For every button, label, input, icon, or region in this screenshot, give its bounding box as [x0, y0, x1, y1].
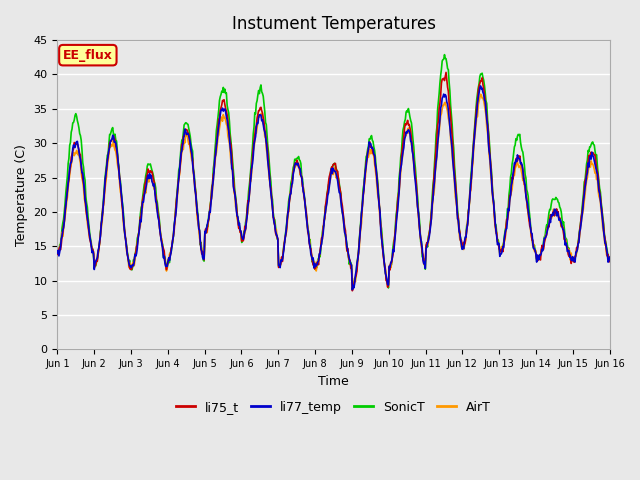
SonicT [401, 116, 409, 122]
li77_temp [418, 240, 426, 246]
SonicT [606, 258, 614, 264]
li77_temp [401, 134, 409, 140]
Line: AirT: AirT [58, 94, 610, 288]
li77_temp [120, 226, 128, 232]
li75_t [418, 241, 426, 247]
li75_t [63, 186, 71, 192]
AirT [349, 285, 357, 291]
SonicT [63, 173, 71, 179]
AirT [205, 210, 213, 216]
AirT [63, 194, 71, 200]
li77_temp [63, 189, 71, 194]
li75_t [120, 224, 128, 229]
Line: li77_temp: li77_temp [58, 86, 610, 290]
SonicT [441, 52, 449, 58]
SonicT [205, 208, 213, 214]
Line: SonicT: SonicT [58, 55, 610, 289]
li75_t [205, 211, 213, 216]
li75_t [442, 70, 450, 75]
Y-axis label: Temperature (C): Temperature (C) [15, 144, 28, 246]
li75_t [349, 288, 356, 294]
AirT [606, 256, 614, 262]
li77_temp [477, 83, 484, 89]
Legend: li75_t, li77_temp, SonicT, AirT: li75_t, li77_temp, SonicT, AirT [171, 396, 496, 419]
li77_temp [54, 251, 61, 256]
li77_temp [177, 159, 184, 165]
AirT [477, 91, 484, 97]
AirT [177, 164, 184, 169]
li75_t [606, 259, 614, 264]
li77_temp [205, 209, 213, 215]
li77_temp [606, 254, 614, 260]
Line: li75_t: li75_t [58, 72, 610, 291]
AirT [401, 132, 409, 138]
SonicT [120, 222, 128, 228]
SonicT [418, 239, 426, 244]
X-axis label: Time: Time [318, 374, 349, 387]
Text: EE_flux: EE_flux [63, 48, 113, 61]
SonicT [54, 252, 61, 257]
li75_t [177, 161, 184, 167]
Title: Instument Temperatures: Instument Temperatures [232, 15, 435, 33]
li75_t [54, 250, 61, 255]
AirT [120, 228, 128, 233]
li77_temp [349, 287, 356, 293]
SonicT [349, 287, 356, 292]
li75_t [401, 121, 409, 127]
SonicT [177, 154, 184, 160]
AirT [418, 241, 426, 247]
AirT [54, 252, 61, 257]
